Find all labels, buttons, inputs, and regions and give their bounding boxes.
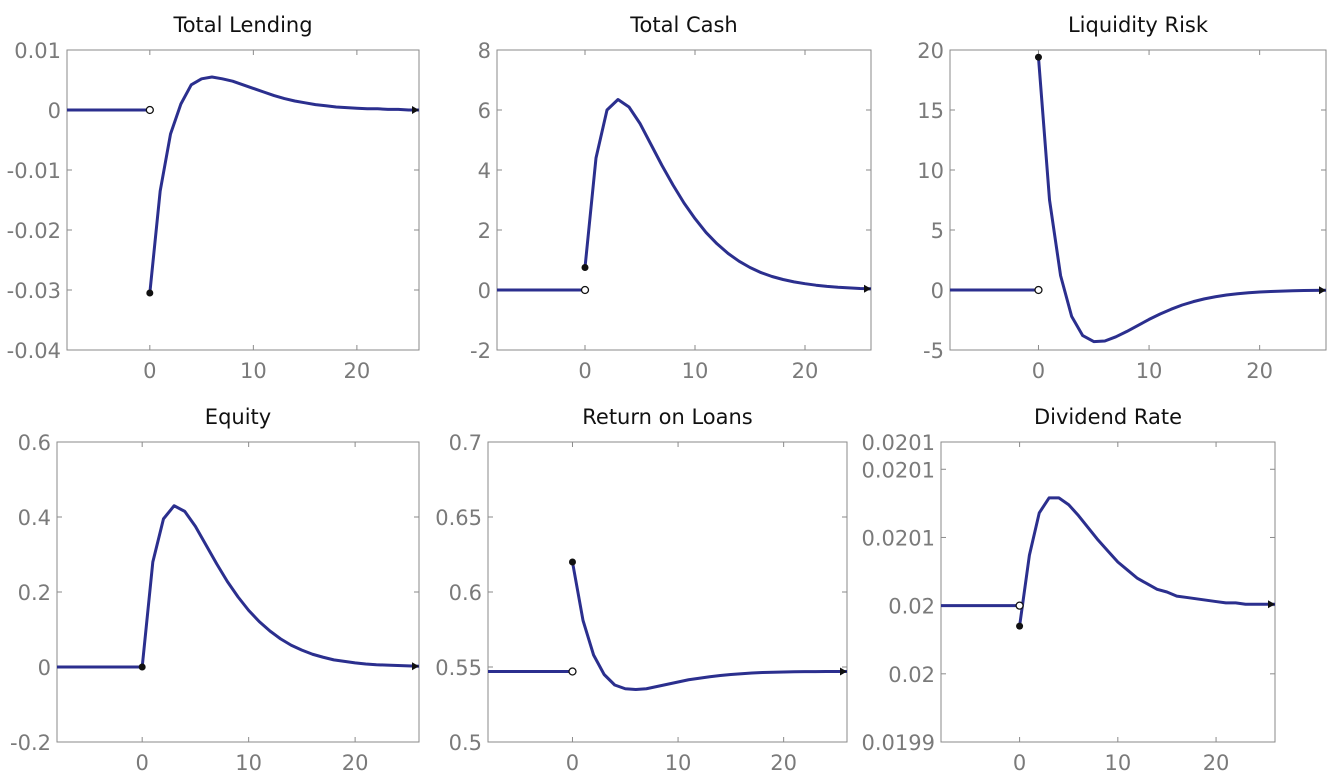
- x-tick-label: 10: [665, 751, 692, 774]
- x-tick-label: 0: [566, 751, 579, 774]
- chart-panel-4: Equity 0 10 20 -0.2 0 0.2 0.4 0.6: [10, 405, 420, 774]
- closed-point-marker: [146, 289, 154, 297]
- open-point-marker: [580, 285, 590, 295]
- chart-title: Liquidity Risk: [1068, 13, 1209, 37]
- plot-frame: [56, 441, 420, 743]
- response-line: [1018, 496, 1275, 627]
- arrowhead-icon: [864, 284, 871, 293]
- x-tick-label: 20: [1203, 751, 1230, 774]
- x-tick-label: 10: [240, 359, 267, 383]
- open-point-marker: [568, 667, 577, 676]
- y-tick-label: 0.02: [888, 663, 935, 687]
- closed-point-marker: [138, 663, 146, 671]
- open-point-marker: [145, 105, 154, 115]
- y-tick-label: -0.02: [7, 219, 61, 243]
- chart-panel-1: Total Lending 0 10 20 -0.04 -0.03 -0.02 -0.01 0 0…: [7, 13, 420, 383]
- response-line: [1036, 57, 1327, 344]
- open-point-marker: [1034, 285, 1043, 295]
- x-tick-label: 20: [344, 359, 371, 383]
- y-tick-label: 0.4: [18, 506, 51, 530]
- y-tick-label: 0.55: [435, 656, 482, 680]
- y-tick-label: 0.6: [449, 581, 482, 605]
- x-tick-label: 0: [135, 751, 148, 774]
- y-tick-label: -0.03: [7, 279, 61, 303]
- arrowhead-icon: [412, 662, 419, 671]
- plot-frame: [940, 441, 1276, 743]
- chart-title: Total Cash: [629, 13, 738, 37]
- y-tick-label: 0: [478, 279, 491, 303]
- x-tick-label: 10: [235, 751, 262, 774]
- x-tick-label: 20: [1246, 359, 1273, 383]
- chart-panel-3: Liquidity Risk 0 10 20 -5 0 5 10 15 20: [917, 13, 1327, 383]
- response-line: [583, 98, 872, 291]
- chart-panel-2: Total Cash 0 10 20 -2 0 2 4 6 8: [470, 13, 872, 383]
- plot-frame: [66, 49, 420, 351]
- y-tick-label: -0.04: [7, 339, 61, 363]
- x-tick-label: 10: [1104, 751, 1131, 774]
- closed-point-marker: [1016, 622, 1024, 630]
- response-line: [570, 561, 847, 691]
- y-tick-label: 4: [478, 159, 491, 183]
- y-tick-label: -0.01: [7, 159, 61, 183]
- y-tick-label: 20: [917, 39, 944, 63]
- y-tick-label: 2: [478, 219, 491, 243]
- chart-title: Return on Loans: [582, 405, 753, 429]
- y-tick-label: 0: [48, 99, 61, 123]
- x-tick-label: 0: [1032, 359, 1045, 383]
- arrowhead-icon: [412, 106, 419, 114]
- x-tick-label: 0: [143, 359, 156, 383]
- y-tick-label: 8: [478, 39, 491, 63]
- arrowhead-icon: [1319, 286, 1326, 295]
- chart-panel-5: Return on Loans 0 10 20 0.5 0.55 0.6 0.65 0.7: [435, 405, 848, 774]
- y-tick-label: 0.65: [435, 506, 482, 530]
- y-tick-label: -0.2: [10, 731, 51, 755]
- open-point-marker: [1015, 601, 1024, 610]
- chart-panel-6: Dividend Rate 0 10 20 0.0199 0.02 0.02 0.0201 0.…: [862, 405, 1276, 774]
- y-tick-label: 0.2: [18, 581, 51, 605]
- y-tick-label: 0.7: [449, 431, 482, 455]
- y-tick-label: 0: [38, 656, 51, 680]
- arrowhead-icon: [1268, 600, 1275, 609]
- chart-title: Dividend Rate: [1034, 405, 1182, 429]
- closed-point-marker: [1034, 53, 1042, 61]
- y-tick-label: 0.0199: [862, 731, 935, 755]
- y-tick-label: 10: [917, 159, 944, 183]
- response-line: [148, 75, 419, 294]
- y-tick-label: 0.5: [449, 731, 482, 755]
- y-tick-label: 5: [931, 219, 944, 243]
- chart-title: Total Lending: [172, 13, 312, 37]
- x-tick-label: 10: [1136, 359, 1163, 383]
- y-tick-label: -2: [470, 339, 491, 363]
- y-tick-label: 15: [917, 99, 944, 123]
- plot-frame: [496, 49, 872, 351]
- x-tick-label: 20: [770, 751, 797, 774]
- y-tick-label: 0: [931, 279, 944, 303]
- plot-frame: [949, 49, 1327, 351]
- x-tick-label: 10: [682, 359, 709, 383]
- chart-title: Equity: [205, 405, 271, 429]
- x-tick-label: 20: [792, 359, 819, 383]
- x-tick-label: 0: [578, 359, 591, 383]
- x-tick-label: 0: [1013, 751, 1026, 774]
- closed-point-marker: [568, 558, 576, 566]
- y-tick-label: -5: [923, 339, 944, 363]
- response-line: [140, 504, 420, 668]
- arrowhead-icon: [840, 667, 847, 676]
- y-tick-label: 6: [478, 99, 491, 123]
- y-tick-label: 0.0201: [862, 526, 935, 550]
- y-tick-label: 0.6: [18, 431, 51, 455]
- y-tick-label: 0.0201: [862, 431, 935, 455]
- plot-frame: [487, 441, 848, 743]
- x-tick-label: 20: [342, 751, 369, 774]
- y-tick-label: 0.01: [14, 39, 61, 63]
- y-tick-label: 0.02: [888, 595, 935, 619]
- closed-point-marker: [581, 264, 589, 271]
- y-tick-label: 0.0201: [862, 458, 935, 482]
